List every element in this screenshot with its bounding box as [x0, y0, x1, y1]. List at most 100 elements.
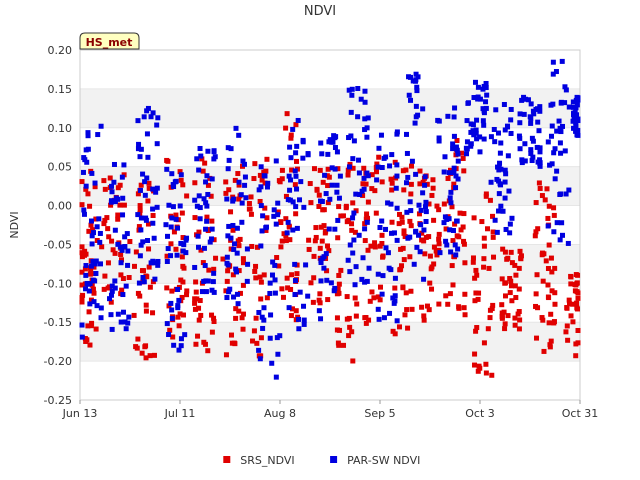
data-point [416, 232, 422, 238]
data-point [451, 114, 457, 120]
data-point [228, 246, 234, 252]
data-point [145, 221, 151, 227]
data-point [475, 296, 481, 302]
plot-frame [79, 49, 581, 401]
data-point [290, 199, 296, 205]
data-point [528, 115, 534, 121]
data-point [522, 158, 528, 164]
data-point [401, 228, 407, 234]
data-point [474, 136, 480, 142]
data-point [91, 290, 97, 296]
data-point [256, 347, 262, 353]
data-point [275, 200, 281, 206]
data-point [306, 237, 312, 243]
data-point [178, 240, 184, 246]
data-point [256, 309, 262, 315]
data-point [220, 256, 226, 262]
data-point [101, 286, 107, 292]
data-point [360, 192, 366, 198]
data-point [459, 150, 465, 156]
data-point [431, 217, 437, 223]
data-point [461, 305, 467, 311]
data-point [362, 116, 368, 122]
data-point [552, 301, 558, 307]
x-tick-label: Oct 3 [465, 407, 495, 420]
data-point [285, 219, 291, 225]
data-point [398, 246, 404, 252]
data-point [231, 241, 237, 247]
data-point [488, 134, 494, 140]
data-point [473, 267, 479, 273]
data-point [137, 207, 143, 213]
data-point [306, 246, 312, 252]
data-point [453, 144, 459, 150]
data-point [155, 262, 161, 268]
data-point [517, 146, 523, 152]
data-point [394, 205, 400, 211]
data-point [364, 211, 370, 217]
data-point [88, 297, 94, 303]
data-point [131, 263, 137, 269]
data-point [541, 251, 547, 257]
data-point [551, 212, 557, 218]
data-point [85, 133, 91, 139]
data-point [379, 218, 385, 224]
data-point [317, 245, 323, 251]
data-point [508, 130, 514, 136]
data-point [79, 295, 85, 301]
data-point [292, 182, 298, 188]
data-point [517, 111, 523, 117]
data-point [88, 323, 94, 329]
data-point [534, 144, 540, 150]
data-point [317, 300, 323, 306]
data-point [364, 278, 370, 284]
data-point [285, 197, 291, 203]
data-point [239, 200, 245, 206]
data-point [229, 332, 235, 338]
data-point [363, 315, 369, 321]
data-point [356, 170, 362, 176]
data-point [393, 185, 399, 191]
data-point [336, 342, 342, 348]
data-point [318, 224, 324, 230]
data-point [568, 313, 574, 319]
data-point [348, 133, 354, 139]
data-point [549, 288, 555, 294]
data-point [184, 292, 190, 298]
data-point [336, 204, 342, 210]
data-point [558, 191, 564, 197]
data-point [436, 231, 442, 237]
data-point [225, 166, 231, 172]
legend[interactable]: SRS_NDVI PAR-SW NDVI [223, 454, 420, 467]
data-point [194, 156, 200, 162]
data-point [468, 129, 474, 135]
data-point [534, 335, 540, 341]
data-point [89, 233, 95, 239]
data-point [123, 283, 129, 289]
data-point [453, 252, 459, 258]
data-point [500, 246, 506, 252]
data-point [143, 308, 149, 314]
y-tick-label: -0.25 [44, 394, 72, 407]
legend-item[interactable]: PAR-SW NDVI [330, 454, 420, 467]
data-point [385, 200, 391, 206]
data-point [483, 370, 489, 376]
data-point [123, 326, 129, 332]
data-point [508, 278, 514, 284]
data-point [505, 255, 511, 261]
legend-item[interactable]: SRS_NDVI [223, 454, 295, 467]
data-point [211, 270, 217, 276]
data-point [559, 232, 565, 238]
data-point [171, 342, 177, 348]
data-point [575, 340, 581, 346]
data-point [301, 317, 307, 323]
data-point [401, 187, 407, 193]
data-point [549, 161, 555, 167]
data-point [88, 263, 94, 269]
data-point [405, 174, 411, 180]
data-point [448, 249, 454, 255]
data-point [335, 217, 341, 223]
data-point [288, 177, 294, 183]
data-point [575, 118, 581, 124]
data-point [519, 97, 525, 103]
